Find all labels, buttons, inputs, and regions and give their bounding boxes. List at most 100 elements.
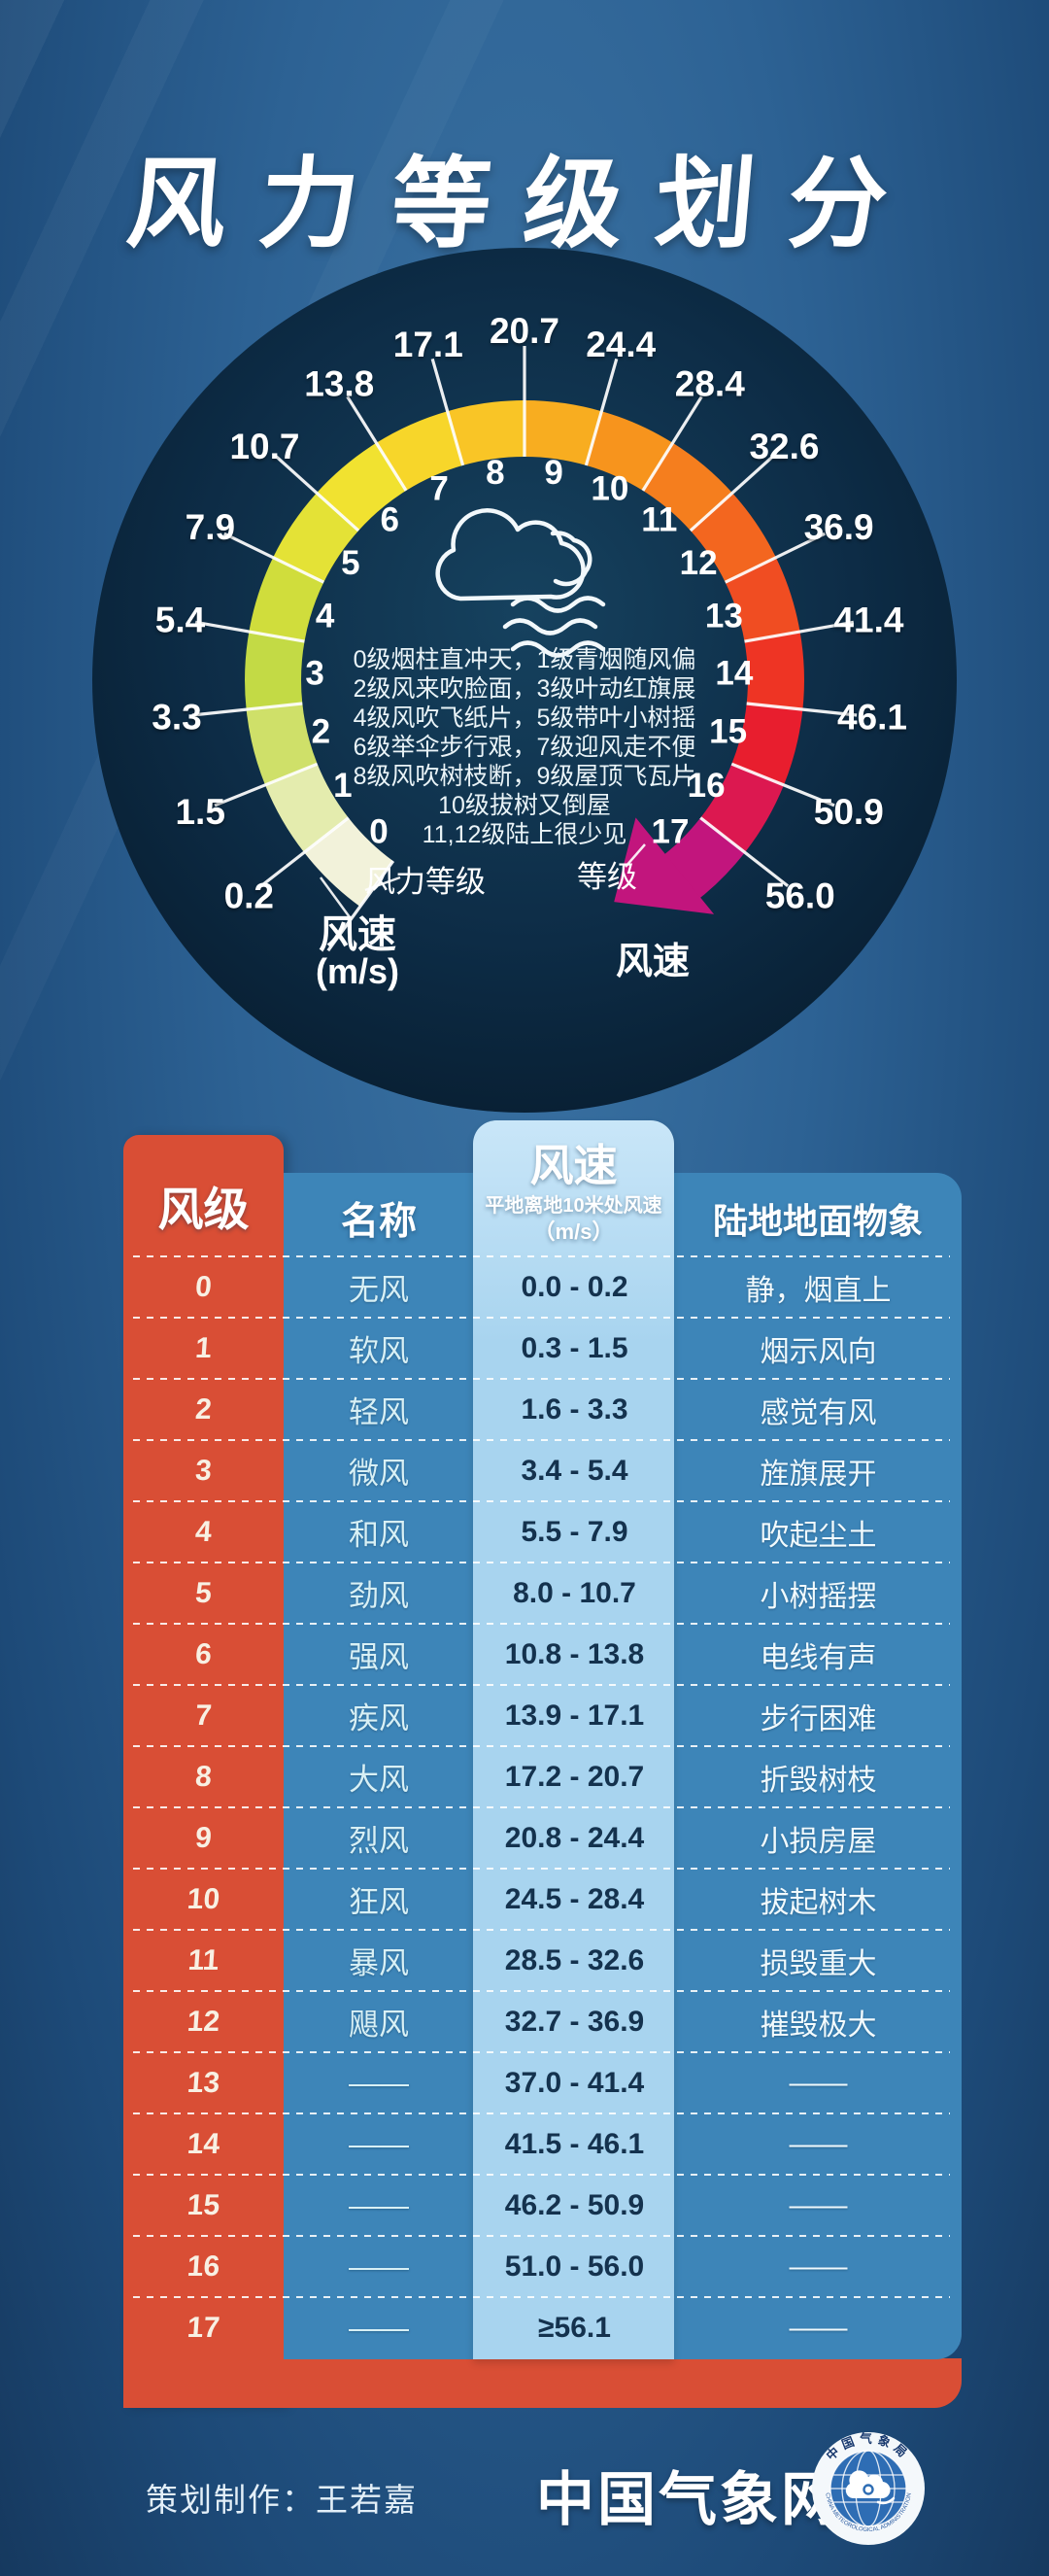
- header-phenomena: 陆地地面物象: [712, 1201, 923, 1241]
- row-level: 5: [194, 1576, 214, 1609]
- row-level: 12: [186, 2005, 221, 2038]
- gauge-tick: [746, 702, 858, 717]
- table-row: 7 疾风 13.9 - 17.1 步行困难: [123, 1684, 962, 1746]
- row-speed: 13.9 - 17.1: [504, 1699, 645, 1732]
- gauge-level-number: 7: [429, 470, 448, 508]
- row-phenomena: ——: [789, 2188, 848, 2221]
- gauge-level-number: 1: [333, 767, 352, 805]
- table-bottom-bar: [123, 2358, 962, 2408]
- gauge-speed-label: 5.4: [155, 601, 206, 640]
- gauge-tick: [641, 395, 703, 492]
- row-level: 4: [194, 1515, 214, 1548]
- gauge-band-segment: [265, 764, 349, 853]
- gauge-level-number: 15: [709, 712, 747, 750]
- header-speed-unit: （m/s）: [533, 1219, 614, 1244]
- table-row: 3 微风 3.4 - 5.4 旌旗展开: [123, 1439, 962, 1501]
- gauge-speed-label: 50.9: [814, 792, 884, 832]
- gauge-band-segment: [245, 632, 305, 710]
- gauge-level-number: 17: [652, 812, 690, 850]
- gauge-level-number: 16: [688, 767, 726, 805]
- gauge-tick: [326, 860, 395, 952]
- gauge-band-segment: [273, 493, 359, 583]
- row-name: 软风: [349, 1334, 409, 1368]
- gauge-speed-label: 20.7: [490, 311, 559, 351]
- row-speed: 0.3 - 1.5: [521, 1331, 628, 1364]
- table-row: 4 和风 5.5 - 7.9 吹起尘土: [123, 1500, 962, 1563]
- header-speed: 风速: [529, 1141, 618, 1190]
- wind-rhyme-line: 2级风来吹脸面，3级叶动红旗展: [354, 675, 696, 703]
- table-level-column-background: [123, 1135, 284, 2408]
- row-name: ——: [349, 2126, 409, 2161]
- row-phenomena: 损毁重大: [760, 1947, 877, 1980]
- gauge-tick: [191, 702, 303, 717]
- row-phenomena: 步行困难: [760, 1702, 877, 1735]
- site-name: 中国气象网: [536, 2467, 842, 2532]
- gauge-tick: [223, 532, 325, 584]
- gauge-tick: [194, 620, 305, 643]
- gauge-speed-label: 0.2: [224, 876, 274, 916]
- row-phenomena: ——: [789, 2311, 848, 2344]
- row-name: 狂风: [349, 1885, 409, 1919]
- row-speed: 51.0 - 56.0: [504, 2250, 645, 2283]
- gauge-speed-label: 41.4: [833, 601, 903, 640]
- row-level: 11: [186, 1943, 220, 1976]
- row-speed: 5.5 - 7.9: [521, 1515, 628, 1548]
- row-speed: 32.7 - 36.9: [504, 2005, 645, 2038]
- row-name: 烈风: [349, 1824, 409, 1858]
- row-speed: ≥56.1: [538, 2311, 611, 2344]
- table-speed-column-background: [473, 1120, 674, 2359]
- table-row: 13 —— 37.0 - 41.4 ——: [123, 2051, 962, 2113]
- row-speed: 46.2 - 50.9: [504, 2188, 645, 2221]
- row-name: 疾风: [349, 1701, 409, 1735]
- row-phenomena: 烟示风向: [760, 1335, 877, 1368]
- row-name: 轻风: [349, 1395, 409, 1429]
- table-row: 10 狂风 24.5 - 28.4 拔起树木: [123, 1868, 962, 1930]
- row-level: 7: [194, 1699, 214, 1732]
- gauge-band-segment: [586, 411, 673, 491]
- row-speed: 28.5 - 32.6: [504, 1943, 645, 1976]
- gauge-speed-label: 28.4: [675, 364, 745, 404]
- row-level: 8: [194, 1760, 214, 1793]
- gauge-level-number: 0: [369, 812, 388, 850]
- gauge-tick: [275, 455, 360, 532]
- gauge-level-number: 6: [380, 501, 398, 539]
- gauge-level-number: 12: [680, 544, 718, 582]
- row-phenomena: 拔起树木: [760, 1886, 877, 1919]
- gauge-band-segment: [246, 704, 318, 785]
- gauge-level-number: 4: [316, 597, 335, 635]
- gauge-speed-label: 24.4: [586, 325, 656, 364]
- row-name: 大风: [349, 1763, 409, 1797]
- inner-scale-pointer-line: [364, 876, 401, 892]
- gauge-speed-label: 13.8: [304, 364, 374, 404]
- gauge-band-segment: [642, 442, 732, 532]
- row-name: ——: [349, 2249, 409, 2284]
- gauge-band-segment: [317, 442, 407, 532]
- row-phenomena: 小树摇摆: [760, 1580, 877, 1613]
- gauge-level-number: 2: [312, 712, 330, 750]
- gauge-end-arrow-icon: [614, 817, 715, 914]
- gauge-level-number: 3: [305, 655, 323, 693]
- gauge-speed-label: 17.1: [393, 325, 463, 364]
- gauge-band-segment: [690, 493, 776, 583]
- gauge-level-number: 9: [544, 454, 562, 492]
- header-level: 风级: [157, 1184, 250, 1235]
- gauge-band-segment: [524, 400, 602, 465]
- gauge-tick: [699, 816, 790, 888]
- gauge-speed-label: 10.7: [229, 427, 299, 466]
- table-row: 8 大风 17.2 - 20.7 折毁树枝: [123, 1745, 962, 1807]
- gauge-speed-label: 7.9: [186, 507, 235, 547]
- gauge-speed-label: 1.5: [175, 792, 224, 832]
- gauge-tick: [730, 762, 835, 807]
- row-speed: 1.6 - 3.3: [521, 1392, 628, 1425]
- row-name: 强风: [349, 1640, 409, 1674]
- inner-scale-label: 风力等级: [365, 865, 486, 899]
- row-speed: 24.5 - 28.4: [504, 1882, 645, 1915]
- wind-rhyme-line: 11,12级陆上很少见: [423, 821, 627, 848]
- gauge-speed-label: 56.0: [765, 876, 835, 916]
- row-level: 15: [186, 2188, 221, 2221]
- row-level: 9: [194, 1821, 214, 1854]
- header-speed-subtitle: 平地离地10米处风速: [485, 1195, 662, 1217]
- gauge-tick: [724, 532, 826, 584]
